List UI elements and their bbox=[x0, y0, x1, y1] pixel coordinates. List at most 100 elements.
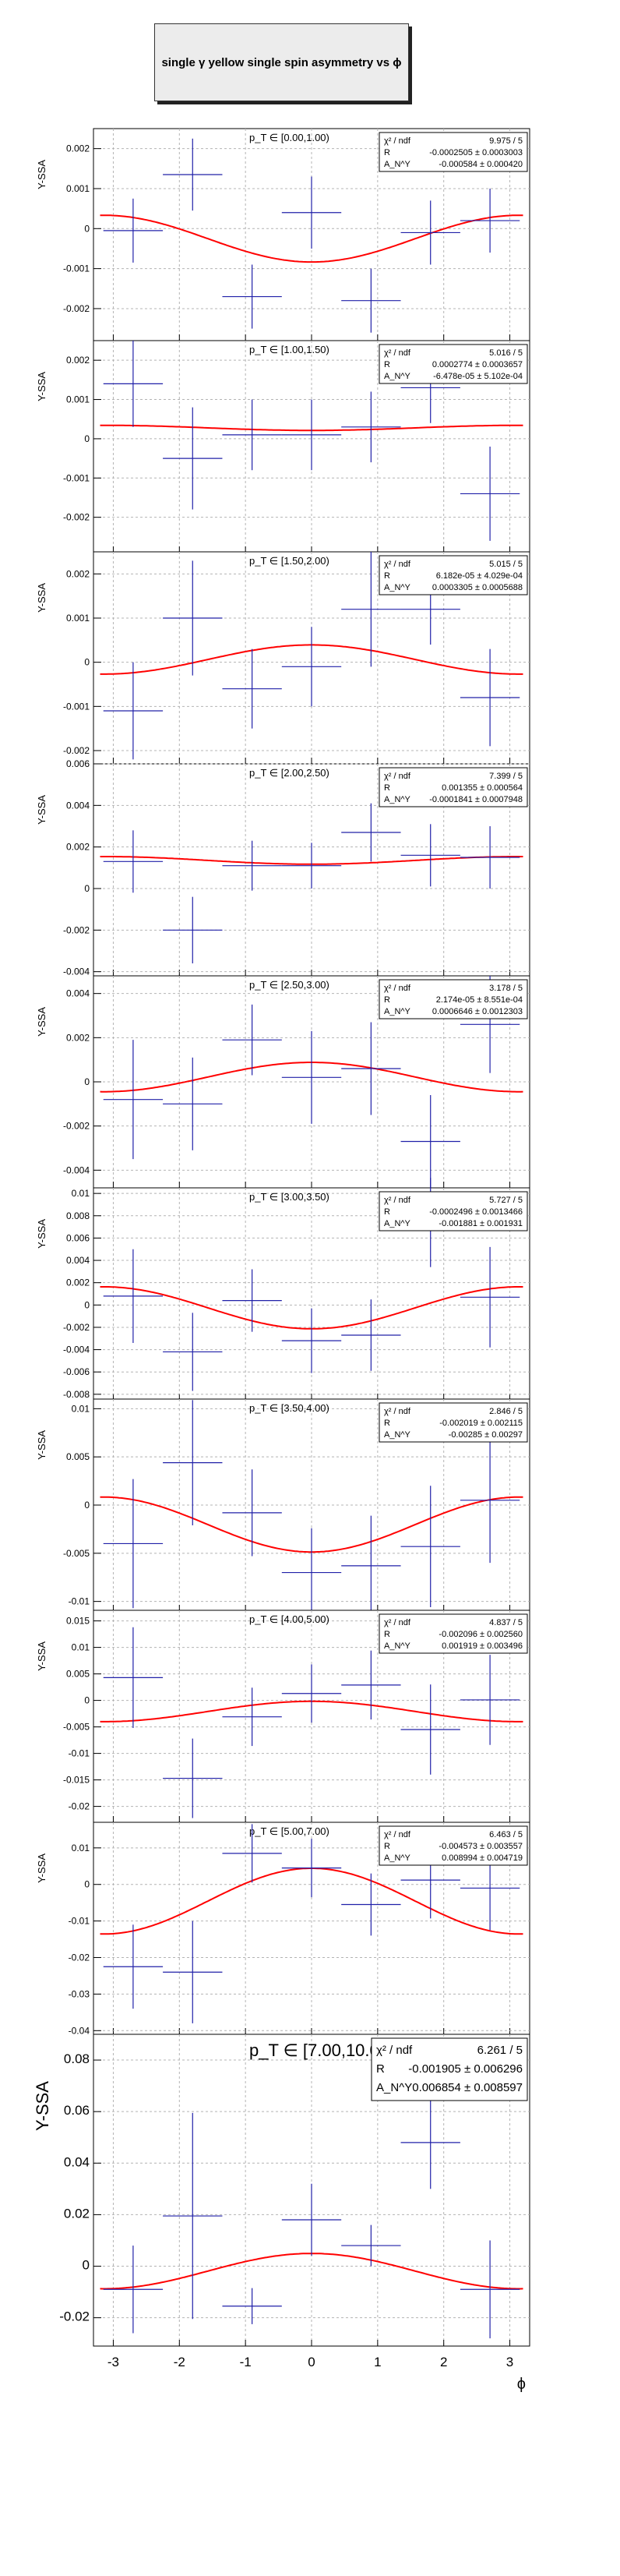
stats-r-value: -0.0002505 ± 0.0003003 bbox=[429, 148, 523, 157]
stats-r-label: R bbox=[384, 360, 390, 369]
ssa-panel: -0.004 -0.002 0 0.002 0.004 0.006 Y-SSA p_T ∈ [… bbox=[36, 758, 530, 977]
y-tick-label: -0.04 bbox=[69, 2025, 90, 2036]
y-axis-label: Y-SSA bbox=[36, 1219, 48, 1249]
y-tick-label: -0.01 bbox=[69, 1916, 90, 1927]
y-tick-label: -0.001 bbox=[63, 701, 90, 712]
y-tick-label: 0.002 bbox=[66, 143, 90, 154]
stats-a-value: -0.0001841 ± 0.0007948 bbox=[429, 795, 523, 804]
fit-curve bbox=[100, 214, 523, 263]
stats-r-value: 6.182e-05 ± 4.029e-04 bbox=[436, 571, 523, 581]
panel-label: p_T ∈ [3.50,4.00) bbox=[249, 1402, 329, 1414]
page-title: single γ yellow single spin asymmetry vs… bbox=[154, 23, 409, 101]
y-tick-label: 0.006 bbox=[66, 758, 90, 769]
stats-chi2-label: χ² / ndf bbox=[384, 984, 411, 993]
y-tick-label: 0.01 bbox=[72, 1642, 90, 1653]
ssa-panel: -0.01 -0.005 0 0.005 0.01 Y-SSA p_T ∈ [3.50,4.… bbox=[36, 1398, 530, 1617]
y-tick-label: -0.008 bbox=[63, 1389, 90, 1400]
panel-label: p_T ∈ [4.00,5.00) bbox=[249, 1613, 329, 1625]
y-tick-label: -0.005 bbox=[63, 1548, 90, 1559]
stats-r-label: R bbox=[384, 783, 390, 793]
stats-chi2-value: 5.016 / 5 bbox=[489, 348, 523, 358]
stats-a-label: A_N^Y bbox=[384, 795, 411, 804]
y-tick-label: 0.002 bbox=[66, 842, 90, 853]
y-tick-label: 0 bbox=[84, 1299, 90, 1310]
stats-chi2-label: χ² / ndf bbox=[384, 1407, 411, 1416]
x-tick-label: 3 bbox=[506, 2355, 513, 2369]
y-tick-label: 0.004 bbox=[66, 988, 90, 999]
y-tick-label: -0.002 bbox=[63, 512, 90, 523]
ssa-panel: -0.004 -0.002 0 0.002 0.004 Y-SSA p_T ∈ [2.50,… bbox=[36, 975, 530, 1189]
stats-chi2-value: 3.178 / 5 bbox=[489, 984, 523, 993]
stats-r-value: 2.174e-05 ± 8.551e-04 bbox=[436, 995, 523, 1005]
y-axis-label: Y-SSA bbox=[36, 1641, 48, 1671]
stats-chi2-label: χ² / ndf bbox=[384, 136, 411, 146]
x-axis-label: ϕ bbox=[517, 2376, 526, 2393]
stats-chi2-value: 2.846 / 5 bbox=[489, 1407, 523, 1416]
stats-a-value: 0.008994 ± 0.004719 bbox=[442, 1853, 523, 1863]
stats-r-value: 0.001355 ± 0.000564 bbox=[442, 783, 523, 793]
y-tick-label: 0.005 bbox=[66, 1451, 90, 1462]
stats-a-value: 0.006854 ± 0.008597 bbox=[412, 2081, 523, 2094]
y-tick-label: -0.004 bbox=[63, 1345, 90, 1355]
y-tick-label: 0 bbox=[84, 1695, 90, 1706]
y-axis-label: Y-SSA bbox=[36, 795, 48, 825]
y-tick-label: 0.01 bbox=[72, 1843, 90, 1853]
stats-r-value: -0.0002496 ± 0.0013466 bbox=[429, 1207, 523, 1217]
x-tick-label: 1 bbox=[374, 2355, 381, 2369]
ssa-panel: -0.04 -0.03 -0.02 -0.01 0 0.01 Y-SSA p_T ∈ [5.0… bbox=[36, 1822, 530, 2036]
y-tick-label: 0.08 bbox=[64, 2051, 90, 2066]
stats-chi2-value: 6.261 / 5 bbox=[477, 2044, 523, 2057]
stats-r-value: -0.004573 ± 0.003557 bbox=[439, 1842, 523, 1851]
panel-label: p_T ∈ [7.00,10.00) bbox=[249, 2041, 394, 2060]
stats-a-label: A_N^Y bbox=[384, 1007, 411, 1016]
panel-label: p_T ∈ [2.00,2.50) bbox=[249, 767, 329, 779]
stats-a-label: A_N^Y bbox=[384, 583, 411, 592]
stats-chi2-value: 4.837 / 5 bbox=[489, 1618, 523, 1627]
y-tick-label: -0.03 bbox=[69, 1988, 90, 1999]
y-tick-label: 0 bbox=[84, 1879, 90, 1890]
stats-a-value: 0.001919 ± 0.003496 bbox=[442, 1641, 523, 1651]
y-tick-label: -0.005 bbox=[63, 1722, 90, 1733]
panel-label: p_T ∈ [2.50,3.00) bbox=[249, 979, 329, 991]
stats-chi2-label: χ² / ndf bbox=[384, 1618, 411, 1627]
panel-label: p_T ∈ [0.00,1.00) bbox=[249, 132, 329, 143]
y-tick-label: -0.02 bbox=[69, 1952, 90, 1963]
y-tick-label: 0.001 bbox=[66, 613, 90, 624]
y-tick-label: 0 bbox=[84, 1500, 90, 1511]
stats-chi2-value: 5.015 / 5 bbox=[489, 560, 523, 569]
y-axis-label: Y-SSA bbox=[36, 372, 48, 401]
y-tick-label: -0.015 bbox=[63, 1775, 90, 1786]
stats-a-label: A_N^Y bbox=[376, 2081, 412, 2094]
ssa-panel: -0.008 -0.006 -0.004 -0.002 0 0.002 0.004 0.006… bbox=[36, 1178, 530, 1401]
y-tick-label: 0.06 bbox=[64, 2103, 90, 2118]
ssa-panel: -0.002 -0.001 0 0.001 0.002 Y-SSA p_T ∈ [1.00,… bbox=[36, 340, 530, 553]
stats-chi2-value: 9.975 / 5 bbox=[489, 136, 523, 146]
y-axis-label: Y-SSA bbox=[36, 160, 48, 189]
stats-box bbox=[379, 344, 528, 384]
y-tick-label: 0.001 bbox=[66, 183, 90, 194]
stats-r-label: R bbox=[384, 1207, 390, 1217]
y-tick-label: 0.004 bbox=[66, 800, 90, 811]
y-tick-label: -0.002 bbox=[63, 1322, 90, 1333]
y-tick-label: 0 bbox=[84, 883, 90, 894]
y-tick-label: 0.002 bbox=[66, 568, 90, 579]
y-tick-label: -0.01 bbox=[69, 1748, 90, 1759]
y-axis-label: Y-SSA bbox=[36, 1853, 48, 1883]
y-tick-label: 0.008 bbox=[66, 1210, 90, 1221]
y-tick-label: 0 bbox=[84, 223, 90, 234]
stats-box bbox=[379, 132, 528, 172]
stats-a-label: A_N^Y bbox=[384, 372, 411, 381]
y-axis-label: Y-SSA bbox=[36, 1430, 48, 1460]
y-axis-label: Y-SSA bbox=[36, 583, 48, 613]
panel-label: p_T ∈ [3.00,3.50) bbox=[249, 1191, 329, 1203]
y-tick-label: 0 bbox=[83, 2258, 90, 2273]
y-tick-label: -0.001 bbox=[63, 472, 90, 483]
y-tick-label: 0.04 bbox=[64, 2154, 90, 2169]
y-tick-label: -0.002 bbox=[63, 924, 90, 935]
x-tick-label: -1 bbox=[240, 2355, 252, 2369]
x-tick-label: 0 bbox=[308, 2355, 315, 2369]
ssa-panel: -0.002 -0.001 0 0.001 0.002 Y-SSA p_T ∈ [1.50,… bbox=[36, 551, 530, 765]
stats-a-label: A_N^Y bbox=[384, 160, 411, 169]
stats-chi2-label: χ² / ndf bbox=[376, 2044, 413, 2057]
